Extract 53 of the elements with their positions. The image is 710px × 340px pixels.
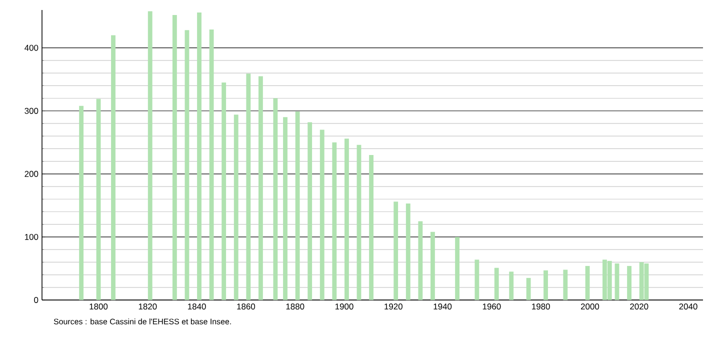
x-tick-label: 1880 (286, 304, 304, 310)
bar (455, 236, 460, 300)
x-tick-label: 1940 (434, 304, 452, 310)
bar (563, 270, 568, 300)
bar (344, 138, 349, 300)
bar (246, 74, 251, 300)
bar (369, 155, 374, 300)
bar (406, 204, 410, 300)
x-tick-label: 1920 (384, 304, 402, 310)
bar (234, 114, 238, 300)
x-tick-label: 2000 (580, 304, 600, 310)
bar (295, 112, 300, 300)
bar (273, 98, 278, 300)
bar (332, 142, 337, 300)
x-tick-label: 1800 (90, 304, 108, 310)
bar (627, 266, 632, 300)
bar (320, 130, 324, 300)
x-tick-label: 1960 (482, 304, 501, 310)
bar (258, 76, 263, 300)
bar (111, 35, 116, 300)
x-tick-label: 1840 (188, 304, 206, 310)
bar (526, 278, 531, 300)
x-tick-label: 1820 (138, 304, 157, 310)
bar (474, 260, 480, 300)
bar (418, 221, 423, 300)
y-tick-label: 400 (24, 44, 38, 51)
x-tick-label: 1860 (237, 304, 256, 310)
bar (544, 270, 548, 300)
bar (79, 106, 84, 300)
bar (148, 11, 152, 300)
bar (222, 82, 226, 300)
bar (283, 117, 288, 300)
x-tick-label: 2020 (630, 304, 648, 310)
bar (184, 30, 190, 300)
bar (96, 98, 101, 300)
y-tick-label: 200 (24, 170, 38, 177)
x-tick-label: 1900 (335, 304, 354, 310)
y-tick-label: 100 (24, 234, 38, 240)
y-tick-label: 300 (24, 108, 38, 114)
bar (430, 232, 435, 300)
bar (394, 202, 398, 300)
bar (209, 30, 214, 300)
bar (197, 12, 202, 300)
bar (172, 15, 177, 300)
y-tick-label: 0 (34, 297, 38, 303)
bar (585, 266, 590, 300)
bar (308, 122, 312, 300)
x-tick-label: 1980 (532, 304, 550, 310)
bar (509, 272, 514, 300)
x-tick-label: 2040 (679, 304, 698, 310)
bar (356, 144, 362, 300)
bar (614, 263, 620, 300)
bar (494, 268, 499, 300)
